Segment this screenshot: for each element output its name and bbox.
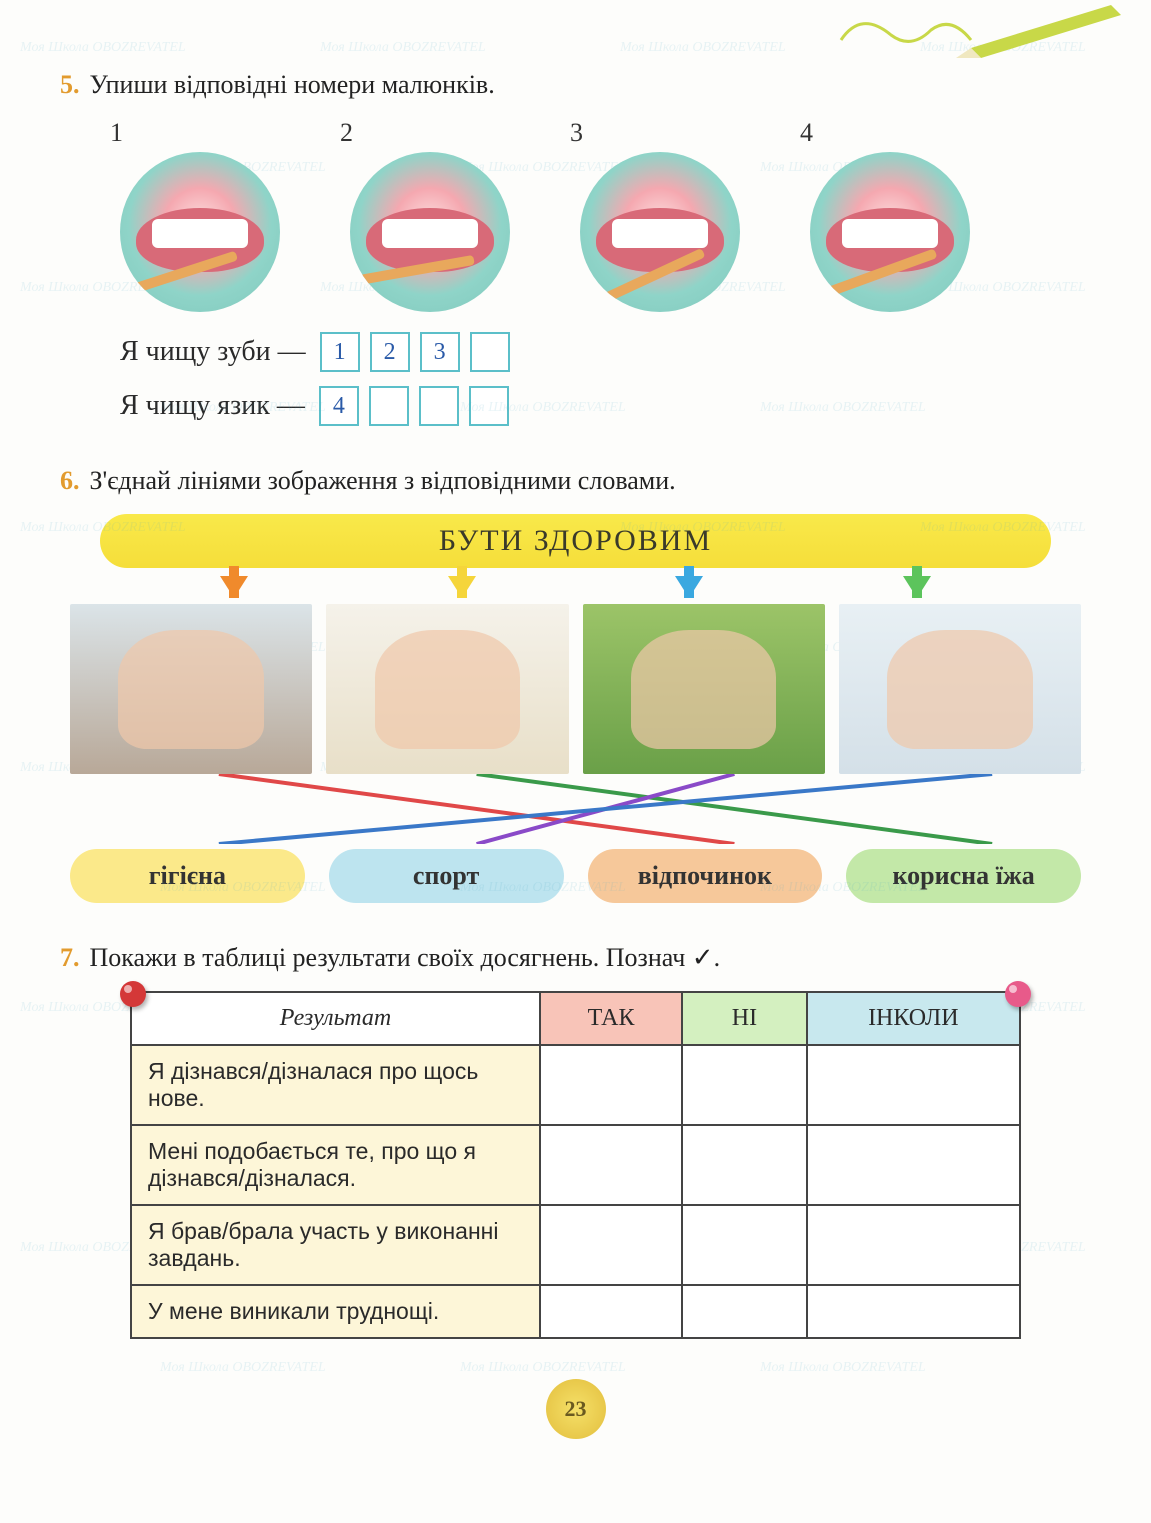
- photo-sport: [583, 604, 825, 774]
- page-number: 23: [546, 1379, 606, 1439]
- exercise-number: 7.: [60, 943, 80, 973]
- photo-food: [326, 604, 568, 774]
- table-row: Мені подобається те, про що я дізнався/д…: [131, 1125, 1020, 1205]
- table-header-result: Результат: [131, 992, 540, 1045]
- arrows-row: [120, 576, 1031, 598]
- exercise-5: 5. Упиши відповідні номери малюнків. 1 2…: [60, 70, 1091, 426]
- check-cell[interactable]: [682, 1125, 806, 1205]
- answer-label: Я чищу зуби —: [120, 336, 306, 368]
- answer-box[interactable]: [469, 386, 509, 426]
- match-line: [477, 774, 993, 844]
- table-header-yes: ТАК: [540, 992, 682, 1045]
- check-cell[interactable]: [540, 1285, 682, 1338]
- arrow-down-icon: [220, 576, 248, 598]
- check-cell[interactable]: [807, 1045, 1020, 1125]
- match-line: [219, 774, 735, 844]
- mouth-label: 2: [340, 118, 353, 148]
- check-cell[interactable]: [807, 1125, 1020, 1205]
- mouth-item-3: 3: [560, 118, 760, 312]
- exercise-number: 5.: [60, 70, 80, 100]
- photos-row: [70, 604, 1081, 774]
- mouth-label: 1: [110, 118, 123, 148]
- pin-icon: [120, 981, 146, 1007]
- arrow-down-icon: [903, 576, 931, 598]
- mouth-label: 4: [800, 118, 813, 148]
- answer-box[interactable]: [369, 386, 409, 426]
- watermark: Моя Школа OBOZREVATEL: [160, 1360, 326, 1376]
- label-hygiene[interactable]: гігієна: [70, 849, 305, 903]
- photo-hygiene: [839, 604, 1081, 774]
- table-row: Я брав/брала участь у виконанні завдань.: [131, 1205, 1020, 1285]
- row-label: Я брав/брала участь у виконанні завдань.: [131, 1205, 540, 1285]
- row-label: Мені подобається те, про що я дізнався/д…: [131, 1125, 540, 1205]
- match-lines: [90, 774, 1121, 844]
- answer-line-tongue: Я чищу язик — 4: [120, 386, 1091, 426]
- mouth-image-icon: [120, 152, 280, 312]
- photo-sleep: [70, 604, 312, 774]
- mouth-item-1: 1: [100, 118, 300, 312]
- exercise-prompt: Упиши відповідні номери малюнків.: [90, 70, 495, 100]
- table-row: Я дізнався/дізналася про щось нове.: [131, 1045, 1020, 1125]
- watermark: Моя Школа OBOZREVATEL: [620, 40, 786, 56]
- exercise-prompt: З'єднай лініями зображення з відповідним…: [90, 466, 676, 496]
- healthy-banner: БУТИ ЗДОРОВИМ: [100, 514, 1051, 568]
- mouth-images-row: 1 2 3 4: [100, 118, 1091, 312]
- pencil-decoration-icon: [831, 0, 1131, 60]
- check-cell[interactable]: [682, 1205, 806, 1285]
- watermark: Моя Школа OBOZREVATEL: [760, 1360, 926, 1376]
- mouth-image-icon: [810, 152, 970, 312]
- results-table-wrap: Результат ТАК НІ ІНКОЛИ Я дізнався/дізна…: [130, 991, 1021, 1339]
- match-line: [219, 774, 992, 844]
- answer-box[interactable]: 3: [420, 332, 460, 372]
- row-label: У мене виникали труднощі.: [131, 1285, 540, 1338]
- mouth-item-2: 2: [330, 118, 530, 312]
- mouth-image-icon: [580, 152, 740, 312]
- check-cell[interactable]: [682, 1045, 806, 1125]
- pin-icon: [1005, 981, 1031, 1007]
- exercise-number: 6.: [60, 466, 80, 496]
- answer-box[interactable]: 1: [320, 332, 360, 372]
- answer-box[interactable]: [419, 386, 459, 426]
- table-header-no: НІ: [682, 992, 806, 1045]
- check-cell[interactable]: [807, 1285, 1020, 1338]
- check-cell[interactable]: [540, 1205, 682, 1285]
- table-header-sometimes: ІНКОЛИ: [807, 992, 1020, 1045]
- arrow-down-icon: [448, 576, 476, 598]
- check-cell[interactable]: [807, 1205, 1020, 1285]
- label-sport[interactable]: спорт: [329, 849, 564, 903]
- check-cell[interactable]: [540, 1125, 682, 1205]
- answer-line-teeth: Я чищу зуби — 1 2 3: [120, 332, 1091, 372]
- mouth-image-icon: [350, 152, 510, 312]
- watermark: Моя Школа OBOZREVATEL: [20, 40, 186, 56]
- table-row: У мене виникали труднощі.: [131, 1285, 1020, 1338]
- exercise-6: 6. З'єднай лініями зображення з відповід…: [60, 466, 1091, 903]
- exercise-prompt: Покажи в таблиці результати своїх досягн…: [90, 943, 721, 973]
- label-rest[interactable]: відпочинок: [588, 849, 823, 903]
- label-food[interactable]: корисна їжа: [846, 849, 1081, 903]
- exercise-7: 7. Покажи в таблиці результати своїх дос…: [60, 943, 1091, 1339]
- watermark: Моя Школа OBOZREVATEL: [320, 40, 486, 56]
- answer-box[interactable]: 4: [319, 386, 359, 426]
- results-table: Результат ТАК НІ ІНКОЛИ Я дізнався/дізна…: [130, 991, 1021, 1339]
- check-cell[interactable]: [682, 1285, 806, 1338]
- watermark: Моя Школа OBOZREVATEL: [460, 1360, 626, 1376]
- answer-box[interactable]: [470, 332, 510, 372]
- labels-row: гігієна спорт відпочинок корисна їжа: [70, 849, 1081, 903]
- mouth-label: 3: [570, 118, 583, 148]
- answer-label: Я чищу язик —: [120, 390, 305, 422]
- mouth-item-4: 4: [790, 118, 990, 312]
- check-cell[interactable]: [540, 1045, 682, 1125]
- answer-box[interactable]: 2: [370, 332, 410, 372]
- row-label: Я дізнався/дізналася про щось нове.: [131, 1045, 540, 1125]
- arrow-down-icon: [675, 576, 703, 598]
